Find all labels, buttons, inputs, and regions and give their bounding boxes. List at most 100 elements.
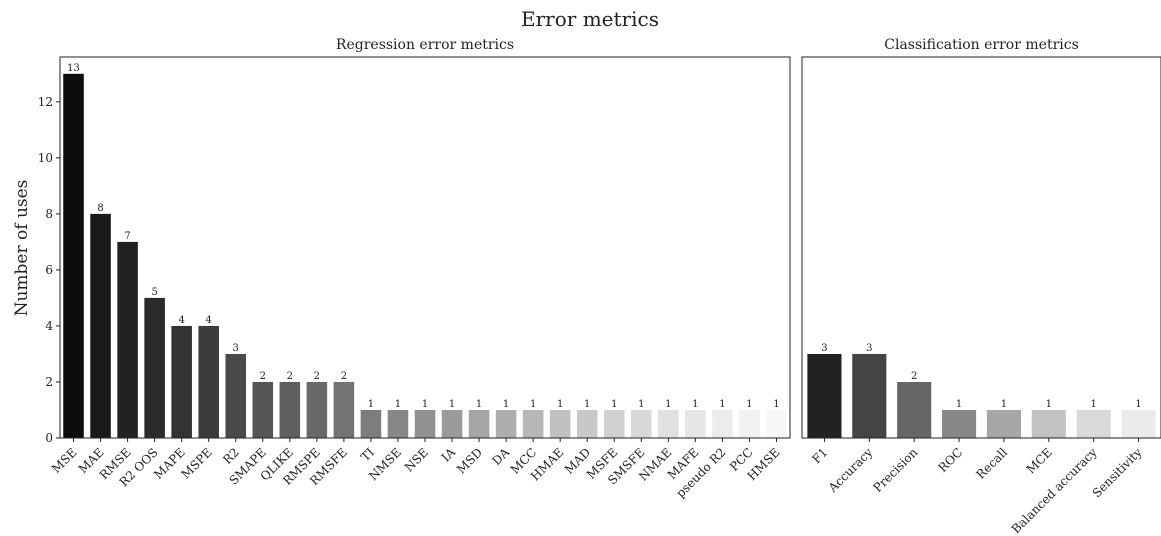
bar — [766, 409, 787, 438]
x-tick-label: MSE — [49, 445, 80, 476]
bar — [387, 409, 409, 438]
bar-value-label: 1 — [395, 399, 401, 410]
y-tick-label: 2 — [45, 375, 53, 389]
bar-value-label: 5 — [151, 287, 157, 298]
bar — [468, 409, 490, 438]
bar-value-label: 1 — [956, 399, 962, 410]
x-tick-label: Balanced accuracy — [1009, 445, 1100, 536]
bar — [360, 409, 382, 438]
x-tick-label: Recall — [974, 445, 1011, 482]
bar — [1121, 409, 1156, 438]
bar-value-label: 1 — [476, 399, 482, 410]
bar-value-label: 1 — [557, 399, 563, 410]
y-tick-label: 6 — [45, 263, 53, 277]
bar — [225, 353, 247, 438]
bar-value-label: 1 — [638, 399, 644, 410]
bar — [576, 409, 598, 438]
bar — [549, 409, 571, 438]
bar — [333, 381, 355, 438]
bar — [631, 409, 652, 438]
x-tick-label: TI — [358, 445, 377, 464]
bar-value-label: 1 — [665, 399, 671, 410]
bar-value-label: 3 — [821, 343, 827, 354]
bar-value-label: 2 — [911, 371, 917, 382]
bar-value-label: 1 — [1091, 399, 1097, 410]
bar-value-label: 1 — [422, 399, 428, 410]
bar-value-label: 4 — [178, 315, 184, 326]
bar-value-label: 1 — [1001, 399, 1007, 410]
bar — [63, 73, 84, 438]
bar — [658, 409, 679, 438]
bar-value-label: 13 — [67, 63, 80, 74]
bar-value-label: 1 — [746, 399, 752, 410]
x-tick-label: Accuracy — [825, 445, 876, 496]
panel-frame — [801, 56, 1161, 439]
chart-title: Error metrics — [521, 7, 659, 31]
x-tick-label: R2 — [220, 445, 242, 467]
y-tick-label: 10 — [38, 151, 53, 165]
bar — [279, 381, 301, 438]
y-tick-label: 12 — [38, 95, 53, 109]
y-tick-label: 8 — [45, 207, 53, 221]
bar — [1076, 409, 1111, 438]
bar — [897, 381, 932, 438]
bar-value-label: 2 — [260, 371, 266, 382]
bar — [198, 325, 219, 438]
bar — [739, 409, 760, 438]
bar-value-label: 1 — [368, 399, 374, 410]
bar — [522, 409, 544, 438]
bar-value-label: 1 — [503, 399, 509, 410]
bar-value-label: 1 — [719, 399, 725, 410]
bar-value-label: 1 — [1046, 399, 1052, 410]
y-axis-label: Number of uses — [12, 180, 32, 317]
bar — [807, 353, 842, 438]
bar-value-label: 4 — [206, 315, 212, 326]
x-tick-label: NSE — [402, 445, 431, 474]
bar-value-label: 2 — [287, 371, 293, 382]
panel-subtitle: Regression error metrics — [336, 37, 514, 53]
bar — [144, 297, 165, 438]
x-tick-label: MSD — [454, 445, 485, 476]
bar-value-label: 2 — [314, 371, 320, 382]
bar — [712, 409, 733, 438]
bar-value-label: 1 — [1135, 399, 1141, 410]
x-tick-label: F1 — [809, 445, 830, 466]
y-tick-label: 4 — [45, 319, 53, 333]
x-tick-label: IA — [439, 445, 459, 465]
bar-value-label: 1 — [584, 399, 590, 410]
bar — [252, 381, 274, 438]
bar — [90, 213, 111, 438]
bar-value-label: 7 — [124, 231, 130, 242]
bar — [117, 241, 138, 438]
y-tick-label: 0 — [45, 431, 53, 445]
bar — [306, 381, 328, 438]
bar-value-label: 3 — [233, 343, 239, 354]
regression-panel: Regression error metrics13MSE8MAE7RMSE5R… — [38, 37, 791, 500]
bar — [685, 409, 706, 438]
bar-value-label: 1 — [449, 399, 455, 410]
bar — [603, 409, 625, 438]
x-tick-label: MSPE — [179, 445, 215, 481]
bar-value-label: 1 — [773, 399, 779, 410]
bar — [495, 409, 517, 438]
bar-value-label: 2 — [341, 371, 347, 382]
bar — [986, 409, 1021, 438]
bar-value-label: 8 — [97, 203, 103, 214]
bar-value-label: 1 — [530, 399, 536, 410]
x-tick-label: MCE — [1024, 445, 1055, 476]
bar — [1031, 409, 1066, 438]
classification-panel: Classification error metrics 3 F1 3 Accuracy… — [801, 37, 1161, 536]
bar — [441, 409, 463, 438]
bar — [852, 353, 887, 438]
panel-frame — [59, 56, 791, 439]
panel-subtitle: Classification error metrics — [884, 37, 1079, 53]
bar — [414, 409, 436, 438]
bar-value-label: 1 — [611, 399, 617, 410]
x-tick-label: ROC — [935, 445, 965, 475]
bar — [942, 409, 977, 438]
bar-value-label: 1 — [692, 399, 698, 410]
bar — [171, 325, 192, 438]
x-tick-label: Precision — [871, 445, 921, 495]
bar-value-label: 3 — [866, 343, 872, 354]
